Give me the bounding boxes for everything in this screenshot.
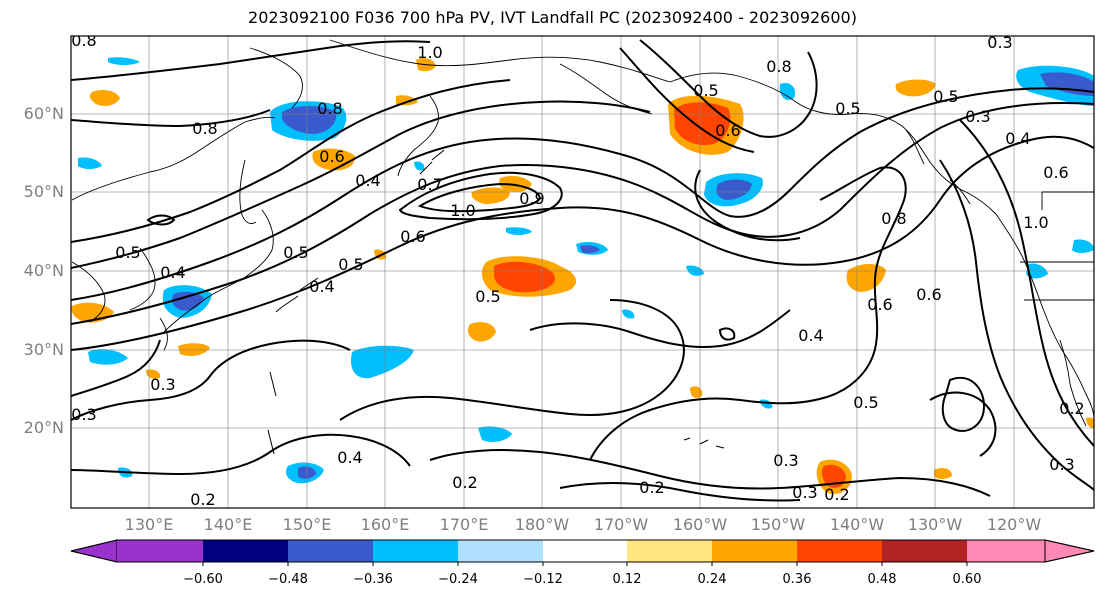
colorbar-segment [288,540,373,562]
latitude-label-50n: 50°N [23,182,64,201]
coastlines [71,39,1094,427]
colorbar-tick-label: 0.24 [697,572,727,587]
longitude-label-170w: 170°W [593,515,649,534]
map-frame [70,35,1095,509]
colorbar-tick-label: 0.12 [612,572,642,587]
colorbar-segment [882,540,967,562]
colorbar-segment [797,540,882,562]
contour-label: 1.0 [417,43,442,62]
colorbar-segment [203,540,288,562]
colorbar-extend-max [1044,539,1095,563]
contour-label: 0.6 [1043,163,1068,182]
colorbar-tick-label: 0.48 [867,572,897,587]
map-plot-area: 0.8 1.0 0.8 0.6 0.8 0.4 0.5 0.7 1.0 0.9 … [71,31,1094,509]
contour-label: 0.9 [519,189,544,208]
latitude-label-20n: 20°N [23,418,64,437]
longitude-label-160e: 160°E [360,515,410,534]
contour-label: 0.7 [417,175,442,194]
colorbar-segment [712,540,797,562]
colorbar-tick-label: −0.36 [353,572,393,587]
contour-label: 0.8 [881,209,906,228]
contour-label: 0.2 [824,485,849,504]
colorbar-tick-label: 0.36 [782,572,812,587]
contour-label: 0.2 [190,490,215,509]
longitude-label-120w: 120°W [986,515,1042,534]
contour-label: 0.3 [965,107,990,126]
figure-title: 2023092100 F036 700 hPa PV, IVT Landfall… [248,8,857,27]
contour-label: 0.8 [192,119,217,138]
contour-label: 0.8 [71,31,96,50]
contour-label: 0.6 [400,227,425,246]
latitude-label-60n: 60°N [23,104,64,123]
longitude-label-130e: 130°E [124,515,174,534]
contour-label: 0.2 [452,473,477,492]
contour-label: 0.6 [715,121,740,140]
contour-label: 0.4 [337,448,362,467]
contour-label: 0.6 [867,295,892,314]
contour-label: 0.5 [933,87,958,106]
contour-label: 0.4 [160,263,185,282]
colorbar-extend-min [70,539,118,563]
contour-label: 0.5 [693,81,718,100]
longitude-label-150e: 150°E [282,515,332,534]
contour-labels: 0.8 1.0 0.8 0.6 0.8 0.4 0.5 0.7 1.0 0.9 … [71,31,1084,509]
contour-label: 0.5 [475,287,500,306]
contour-label: 0.4 [1005,129,1030,148]
colorbar-segment [117,540,203,562]
contour-label: 1.0 [1023,213,1048,232]
pv-contours [71,39,1094,502]
colorbar-tick-label: 0.60 [952,572,982,587]
longitude-label-180w: 180°W [514,515,570,534]
colorbar [70,539,1095,566]
longitude-label-140e: 140°E [203,515,253,534]
contour-label: 0.8 [317,99,342,118]
contour-label: 0.2 [639,478,664,497]
colorbar-tick-label: −0.48 [268,572,308,587]
latitude-label-40n: 40°N [23,261,64,280]
colorbar-tick-label: −0.12 [523,572,563,587]
contour-label: 0.5 [835,99,860,118]
contour-label: 0.3 [773,451,798,470]
contour-label: 0.3 [987,33,1012,52]
contour-label: 0.3 [150,375,175,394]
contour-label: 0.5 [115,243,140,262]
contour-label: 0.5 [283,243,308,262]
island-chain [267,149,725,455]
longitude-label-150w: 150°W [750,515,806,534]
contour-label: 0.2 [1059,399,1084,418]
contour-label: 0.3 [792,483,817,502]
colorbar-tick-label: −0.24 [438,572,478,587]
contour-label: 0.5 [338,255,363,274]
colorbar-tick-label: −0.60 [183,572,223,587]
contour-label: 0.3 [1049,455,1074,474]
contour-label: 0.4 [355,171,380,190]
contour-label: 0.5 [853,393,878,412]
latitude-label-30n: 30°N [23,340,64,359]
colorbar-segment [543,540,627,562]
contour-label: 0.4 [798,326,823,345]
longitude-label-130w: 130°W [907,515,963,534]
colorbar-segment [967,540,1045,562]
map-gridlines [71,36,1094,508]
contour-label: 0.6 [916,285,941,304]
colorbar-outline [70,539,1095,563]
contour-label: 0.8 [766,57,791,76]
contour-label: 0.4 [309,277,334,296]
colorbar-segment [373,540,458,562]
contour-label: 0.3 [71,405,96,424]
longitude-label-140w: 140°W [829,515,885,534]
contour-label: 1.0 [450,201,475,220]
longitude-label-170e: 170°E [439,515,489,534]
longitude-label-160w: 160°W [672,515,728,534]
colorbar-ticks [202,562,968,566]
contour-label: 0.6 [319,147,344,166]
colorbar-segment [458,540,543,562]
colorbar-segment [627,540,712,562]
